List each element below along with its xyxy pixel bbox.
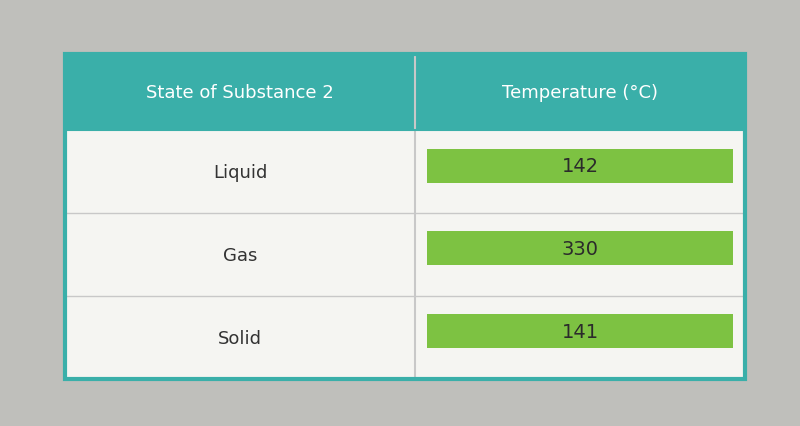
Text: Temperature (°C): Temperature (°C) (502, 84, 658, 102)
Text: State of Substance 2: State of Substance 2 (146, 84, 334, 102)
Bar (65, 55, 745, 131)
Text: Liquid: Liquid (213, 164, 267, 181)
Text: 330: 330 (562, 239, 598, 258)
Bar (65, 55, 745, 379)
Bar (427, 315, 733, 348)
Bar (65, 55, 745, 379)
Bar (427, 232, 733, 266)
Text: Solid: Solid (218, 329, 262, 347)
Text: 142: 142 (562, 157, 598, 176)
Bar (427, 149, 733, 183)
Text: Gas: Gas (223, 246, 258, 264)
Text: 141: 141 (562, 322, 598, 341)
